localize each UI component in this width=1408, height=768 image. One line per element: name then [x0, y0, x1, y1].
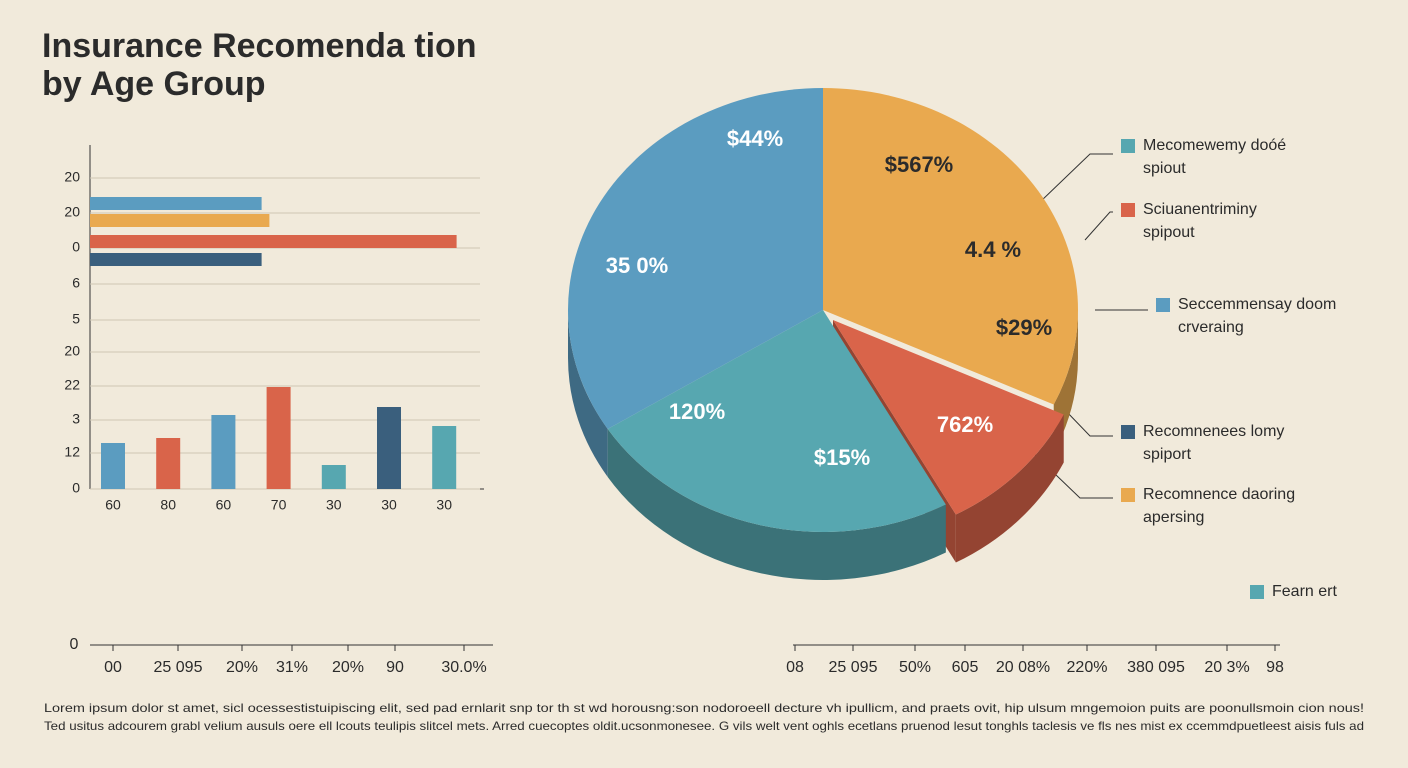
- axis-label: 20%: [332, 659, 364, 676]
- slice: [833, 320, 1064, 515]
- slice: [568, 88, 823, 429]
- legend-label: Mecomewemy doóé: [1143, 137, 1286, 154]
- y-label: 20: [64, 169, 80, 185]
- legend-label: Sciuanentriminy: [1143, 201, 1257, 218]
- slice: [607, 310, 946, 533]
- slice-label: $567%: [885, 152, 954, 177]
- slice-side: [568, 310, 608, 477]
- x-label: 30: [381, 497, 397, 513]
- x-label: 30: [436, 497, 452, 513]
- legend-swatch: [1250, 585, 1264, 599]
- legend-label: Fearn ert: [1272, 583, 1337, 600]
- x-label: 30: [326, 497, 342, 513]
- axis-label: 25 095: [829, 659, 878, 676]
- x-label: 80: [160, 497, 176, 513]
- slice-depth: [568, 310, 608, 477]
- vbar: [266, 387, 291, 489]
- vbar: [211, 415, 236, 489]
- legend-swatch: [1121, 139, 1135, 153]
- x-label: 60: [105, 497, 121, 513]
- y-label: 6: [72, 275, 80, 291]
- legend-label: spiport: [1143, 446, 1192, 463]
- legend-swatch: [1121, 203, 1135, 217]
- slice-label: $15%: [814, 445, 870, 470]
- axis-label: 20 3%: [1204, 659, 1249, 676]
- slice-label: 35 0%: [606, 253, 668, 278]
- title: by Age Group: [42, 65, 266, 103]
- axis-label: 31%: [276, 659, 308, 676]
- axis-label: 220%: [1067, 659, 1108, 676]
- axis-label: 50%: [899, 659, 931, 676]
- footer-text: Lorem ipsum dolor st amet, sicl ocessest…: [44, 701, 1364, 715]
- axis-label: 20 08%: [996, 659, 1050, 676]
- axis-label: 380 095: [1127, 659, 1185, 676]
- hbar: [90, 214, 270, 227]
- vbar: [432, 426, 457, 489]
- slice-side: [607, 428, 946, 580]
- legend-swatch: [1121, 425, 1135, 439]
- slice-label: $44%: [727, 126, 783, 151]
- title: Insurance Recomenda tion: [42, 27, 477, 65]
- slice-label: 4.4 %: [965, 237, 1021, 262]
- legend-label: Seccemmensay doom: [1178, 296, 1336, 313]
- slice: [823, 88, 1078, 405]
- legend-label: spiout: [1143, 160, 1186, 177]
- legend-label: spipout: [1143, 224, 1195, 241]
- y-label: 20: [64, 204, 80, 220]
- slice-label: 120%: [669, 399, 725, 424]
- vbar: [321, 465, 346, 489]
- y-label: 22: [64, 377, 80, 393]
- y-label: 0: [72, 480, 80, 496]
- legend-label: crveraing: [1178, 319, 1244, 336]
- axis-zero: 0: [70, 636, 79, 653]
- legend-label: Recomnence daoring: [1143, 486, 1295, 503]
- slice-label: 762%: [937, 412, 993, 437]
- slice-depth: [607, 428, 946, 580]
- axis-label: 605: [952, 659, 979, 676]
- vbar: [377, 407, 401, 489]
- legend-swatch: [1156, 298, 1170, 312]
- y-label: 0: [72, 239, 80, 255]
- legend-swatch: [1121, 488, 1135, 502]
- footer-text: Ted usitus adcourem grabl velium ausuls …: [44, 719, 1364, 733]
- hbar: [90, 197, 262, 210]
- y-label: 12: [64, 444, 80, 460]
- axis-label: 08: [786, 659, 804, 676]
- axis-label: 00: [104, 659, 122, 676]
- y-label: 5: [72, 311, 80, 327]
- x-label: 60: [216, 497, 232, 513]
- legend-label: apersing: [1143, 509, 1204, 526]
- y-label: 3: [72, 411, 80, 427]
- vbar: [156, 438, 181, 489]
- slice-label: $29%: [996, 315, 1052, 340]
- axis-label: 20%: [226, 659, 258, 676]
- legend-label: Recomnenees lomy: [1143, 423, 1284, 440]
- axis-label: 30.0%: [441, 659, 486, 676]
- hbar: [90, 253, 262, 266]
- slice-depth: [955, 414, 1064, 563]
- axis-label: 98: [1266, 659, 1284, 676]
- axis-label: 90: [386, 659, 404, 676]
- y-label: 20: [64, 343, 80, 359]
- vbar: [101, 443, 125, 489]
- hbar: [90, 235, 457, 248]
- x-label: 70: [271, 497, 287, 513]
- axis-label: 25 095: [154, 659, 203, 676]
